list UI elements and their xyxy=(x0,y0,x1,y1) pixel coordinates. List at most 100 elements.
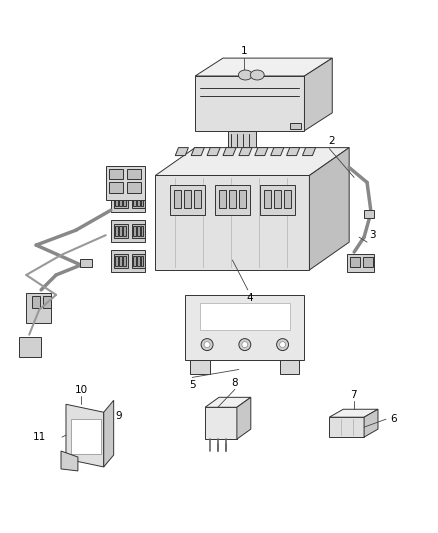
Bar xyxy=(283,190,290,208)
Bar xyxy=(350,257,360,267)
Polygon shape xyxy=(61,451,78,471)
Polygon shape xyxy=(286,148,300,156)
Bar xyxy=(119,196,122,206)
Bar xyxy=(43,296,51,308)
Bar xyxy=(141,196,144,206)
Polygon shape xyxy=(223,148,236,156)
Circle shape xyxy=(201,338,213,351)
Bar xyxy=(290,123,301,129)
Polygon shape xyxy=(66,404,104,467)
Polygon shape xyxy=(104,400,114,467)
Polygon shape xyxy=(26,293,51,322)
Circle shape xyxy=(277,338,289,351)
Bar xyxy=(141,256,144,266)
Polygon shape xyxy=(155,175,309,270)
Polygon shape xyxy=(111,190,145,212)
Circle shape xyxy=(196,362,204,370)
Bar xyxy=(114,224,127,238)
Bar xyxy=(329,417,364,437)
Bar xyxy=(260,185,294,215)
Bar xyxy=(119,256,122,266)
Bar xyxy=(137,196,140,206)
Polygon shape xyxy=(195,76,304,131)
Bar xyxy=(115,226,118,236)
Bar xyxy=(127,168,141,180)
Ellipse shape xyxy=(250,70,264,80)
Bar xyxy=(137,256,140,266)
Bar xyxy=(115,196,118,206)
Bar xyxy=(80,259,92,267)
Text: 6: 6 xyxy=(390,414,396,424)
Bar xyxy=(123,256,126,266)
Circle shape xyxy=(239,338,251,351)
Polygon shape xyxy=(364,409,378,437)
Bar xyxy=(141,226,144,236)
Polygon shape xyxy=(309,148,349,270)
Bar xyxy=(123,226,126,236)
Polygon shape xyxy=(329,409,378,417)
Bar xyxy=(194,190,201,208)
Bar xyxy=(133,256,135,266)
Bar xyxy=(133,196,135,206)
Polygon shape xyxy=(271,148,284,156)
Polygon shape xyxy=(205,397,251,407)
Polygon shape xyxy=(239,148,252,156)
Text: 3: 3 xyxy=(369,230,376,240)
Polygon shape xyxy=(195,58,332,76)
Bar xyxy=(363,257,373,267)
Polygon shape xyxy=(347,254,374,272)
Polygon shape xyxy=(190,360,210,375)
Polygon shape xyxy=(19,337,41,357)
Ellipse shape xyxy=(238,70,252,80)
Bar xyxy=(115,256,118,266)
Bar xyxy=(32,296,40,308)
Polygon shape xyxy=(237,397,251,439)
Polygon shape xyxy=(255,148,268,156)
Text: 5: 5 xyxy=(189,381,195,390)
Text: 11: 11 xyxy=(33,432,46,442)
Bar xyxy=(127,182,141,193)
Text: 1: 1 xyxy=(241,46,247,56)
Bar xyxy=(123,196,126,206)
Bar xyxy=(119,226,122,236)
Bar xyxy=(131,224,145,238)
Polygon shape xyxy=(304,58,332,131)
Polygon shape xyxy=(111,220,145,242)
Text: 2: 2 xyxy=(328,136,335,146)
Bar xyxy=(170,185,205,215)
Bar xyxy=(184,190,191,208)
Bar xyxy=(364,211,374,218)
Bar xyxy=(109,182,123,193)
Bar xyxy=(239,190,246,208)
Text: 4: 4 xyxy=(247,293,253,303)
Bar xyxy=(174,190,181,208)
Polygon shape xyxy=(191,148,204,156)
Bar xyxy=(274,190,281,208)
Bar xyxy=(131,254,145,268)
Bar xyxy=(133,226,135,236)
Bar xyxy=(71,419,101,454)
Polygon shape xyxy=(111,250,145,272)
Polygon shape xyxy=(207,148,220,156)
Text: 10: 10 xyxy=(74,385,88,395)
Circle shape xyxy=(204,342,210,348)
Polygon shape xyxy=(175,148,188,156)
Polygon shape xyxy=(279,360,300,375)
Polygon shape xyxy=(106,166,145,200)
Text: 8: 8 xyxy=(232,378,238,389)
Bar xyxy=(137,226,140,236)
Text: 9: 9 xyxy=(116,411,122,421)
Bar xyxy=(264,190,271,208)
Bar xyxy=(114,195,127,208)
Polygon shape xyxy=(155,148,349,175)
Polygon shape xyxy=(200,303,290,330)
Bar xyxy=(205,407,237,439)
Circle shape xyxy=(279,342,286,348)
Bar xyxy=(228,131,256,152)
Bar xyxy=(219,190,226,208)
Bar xyxy=(215,185,250,215)
Circle shape xyxy=(242,342,248,348)
Bar xyxy=(114,254,127,268)
Bar xyxy=(229,190,236,208)
Text: 7: 7 xyxy=(350,390,357,400)
